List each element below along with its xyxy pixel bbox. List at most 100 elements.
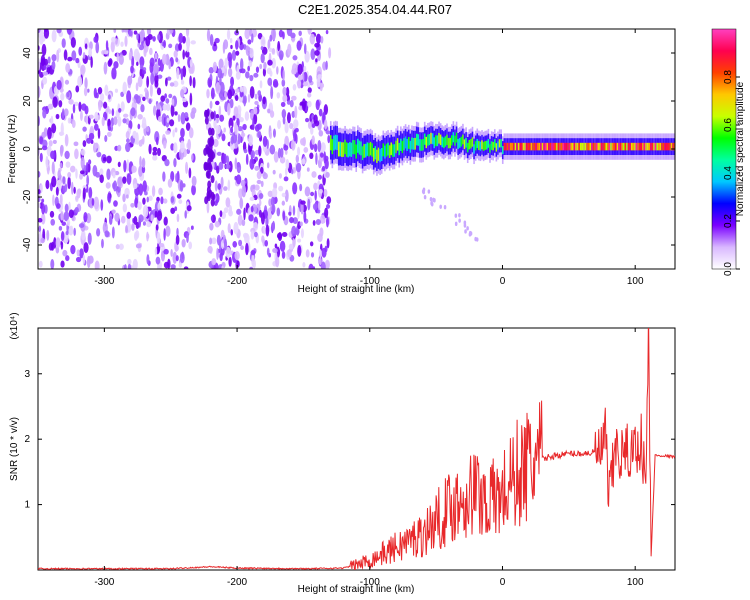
- signal-core: [374, 146, 377, 160]
- noise-cell: [73, 227, 76, 236]
- signal-core: [522, 142, 525, 151]
- noise-cell: [231, 49, 237, 61]
- noise-cell: [153, 63, 160, 74]
- noise-cell: [45, 155, 49, 169]
- signal-core: [527, 142, 530, 151]
- noise-cell: [282, 94, 288, 103]
- noise-cell: [308, 263, 314, 269]
- noise-cell: [64, 79, 70, 85]
- noise-cell: [91, 198, 95, 206]
- signal-core: [487, 139, 490, 148]
- noise-cell: [320, 35, 324, 44]
- trail-cell: [458, 218, 461, 223]
- noise-cell: [326, 238, 330, 249]
- noise-cell: [106, 168, 111, 181]
- noise-cell: [46, 67, 51, 74]
- noise-cell: [138, 214, 144, 223]
- noise-cell: [174, 127, 178, 133]
- noise-cell: [163, 248, 169, 255]
- noise-cell: [78, 101, 82, 112]
- noise-cell: [71, 50, 77, 61]
- signal-core: [622, 142, 625, 151]
- noise-cell: [254, 93, 258, 100]
- noise-cell: [290, 32, 296, 39]
- noise-cell: [55, 186, 59, 196]
- noise-cell: [137, 123, 141, 130]
- noise-cell: [44, 204, 48, 214]
- noise-cell: [154, 247, 158, 256]
- noise-cell: [178, 32, 183, 44]
- noise-cell: [108, 58, 113, 66]
- noise-cell: [68, 209, 74, 219]
- trail-cell: [439, 204, 442, 210]
- noise-cell: [169, 119, 175, 127]
- noise-cell: [227, 223, 231, 234]
- noise-cell: [190, 225, 194, 230]
- noise-cell: [323, 151, 327, 164]
- signal-core: [385, 143, 388, 157]
- noise-cell: [230, 76, 234, 87]
- noise-cell: [314, 42, 320, 48]
- noise-cell: [87, 232, 92, 245]
- noise-cell: [130, 107, 136, 117]
- noise-cell: [168, 43, 173, 49]
- noise-cell: [139, 56, 145, 68]
- noise-cell: [51, 161, 55, 175]
- signal-core: [486, 140, 488, 150]
- noise-cell: [237, 214, 243, 226]
- noise-cell: [38, 29, 41, 34]
- noise-cell: [294, 228, 300, 236]
- noise-cell: [273, 151, 279, 163]
- trail-cell: [430, 201, 433, 206]
- noise-cell: [243, 149, 248, 154]
- noise-cell: [180, 127, 185, 138]
- signal-core: [371, 143, 373, 157]
- noise-cell: [107, 131, 112, 137]
- signal-core: [352, 139, 354, 155]
- noise-cell: [233, 106, 239, 119]
- noise-cell: [127, 75, 133, 86]
- signal-core: [516, 142, 518, 151]
- signal-core: [530, 142, 533, 151]
- noise-cell: [225, 164, 231, 169]
- noise-cell: [229, 38, 233, 44]
- noise-cell: [48, 140, 53, 147]
- noise-cell: [70, 244, 76, 255]
- noise-cell: [155, 224, 159, 231]
- noise-cell: [59, 131, 63, 137]
- noise-cell: [252, 184, 256, 190]
- signal-core: [470, 139, 472, 149]
- colorbar-tick-label: 0.0: [723, 262, 734, 276]
- noise-cell: [266, 67, 272, 75]
- noise-cell: [56, 29, 62, 34]
- noise-cell: [262, 225, 266, 232]
- signal-core: [595, 142, 598, 151]
- noise-cell: [216, 151, 222, 156]
- noise-cell: [157, 74, 163, 79]
- signal-core: [576, 142, 579, 151]
- signal-core: [388, 145, 391, 159]
- noise-cell: [237, 125, 243, 132]
- noise-cell: [315, 152, 318, 165]
- signal-core: [600, 142, 603, 151]
- noise-cell: [189, 58, 193, 68]
- noise-cell: [47, 103, 54, 110]
- noise-cell: [320, 261, 326, 269]
- signal-core: [616, 142, 619, 151]
- noise-cell: [77, 75, 83, 88]
- signal-core: [357, 138, 359, 153]
- noise-cell: [234, 250, 240, 261]
- noise-cell: [38, 189, 41, 195]
- snr-x-label: Height of straight line (km): [298, 584, 415, 595]
- signal-core: [533, 142, 536, 151]
- noise-cell: [259, 63, 263, 70]
- noise-cell: [52, 139, 57, 144]
- noise-cell: [302, 81, 309, 87]
- noise-cell: [38, 85, 41, 99]
- noise-cell: [227, 89, 233, 100]
- signal-core: [656, 142, 659, 151]
- noise-cell: [152, 155, 158, 161]
- colorbar-ticks: 0.0 0.2 0.4 0.6 0.8: [723, 70, 740, 276]
- noise-cell: [177, 114, 181, 123]
- noise-cell: [250, 250, 256, 256]
